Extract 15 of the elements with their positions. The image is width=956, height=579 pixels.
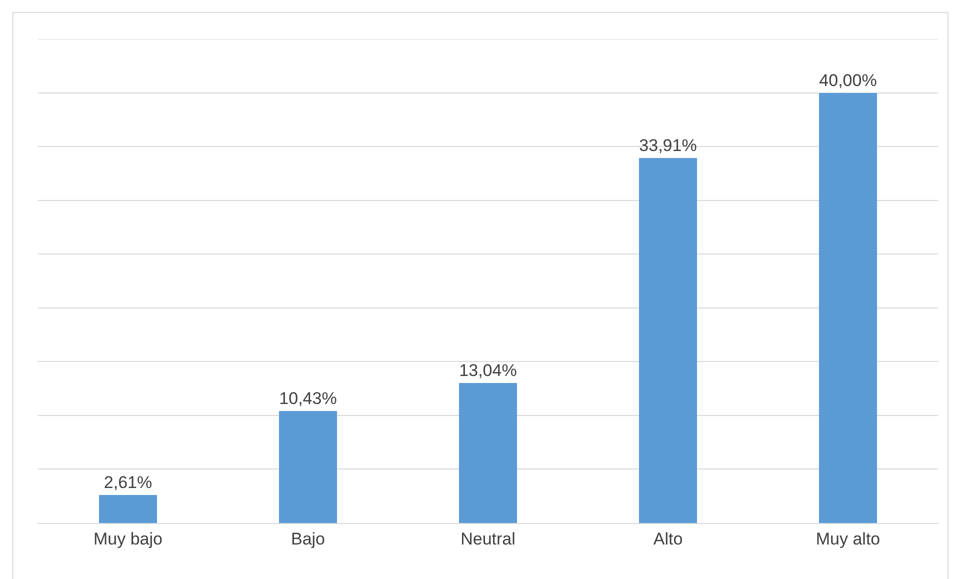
bar bbox=[639, 158, 697, 523]
bar bbox=[279, 411, 337, 523]
data-label: 40,00% bbox=[819, 71, 877, 90]
x-tick-label: Neutral bbox=[460, 529, 516, 548]
data-label: 33,91% bbox=[639, 136, 697, 155]
x-tick-label: Bajo bbox=[290, 529, 326, 548]
x-tick-label: Alto bbox=[653, 529, 683, 548]
data-label: 10,43% bbox=[279, 389, 337, 408]
data-label: 13,04% bbox=[459, 361, 517, 380]
bar bbox=[459, 383, 517, 523]
bar bbox=[99, 495, 157, 523]
bar bbox=[819, 93, 877, 523]
x-tick-label: Muy alto bbox=[816, 529, 880, 548]
data-label: 2,61% bbox=[104, 473, 152, 492]
x-tick-label: Muy bajo bbox=[94, 529, 162, 548]
